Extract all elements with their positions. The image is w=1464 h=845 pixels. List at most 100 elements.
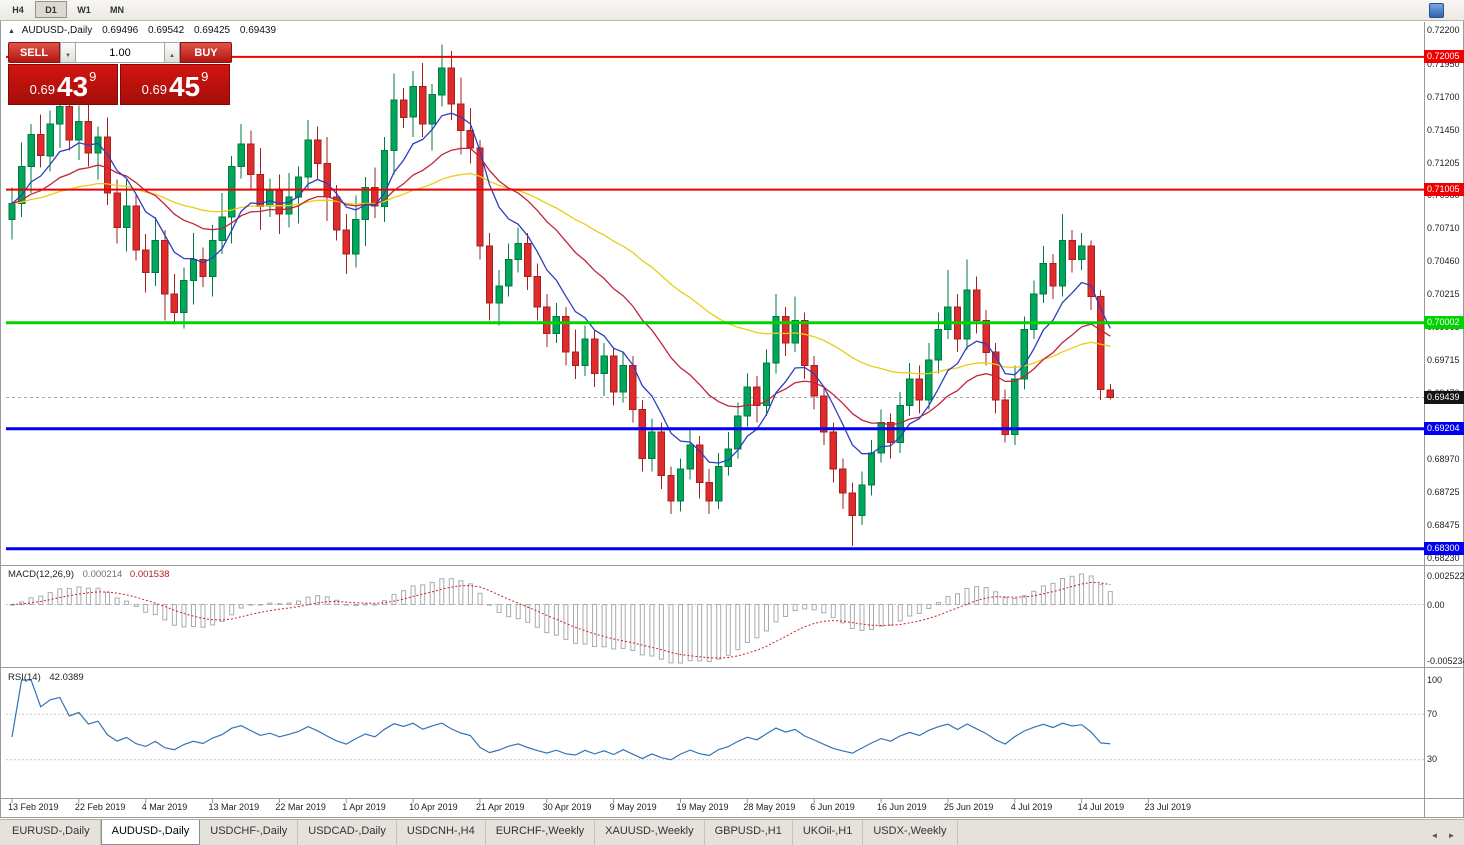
chart-tab[interactable]: USDX-,Weekly (863, 820, 958, 845)
date-label: 16 Jun 2019 (877, 802, 927, 812)
candlestick-series (8, 44, 1114, 547)
price-tick-label: 0.70460 (1427, 256, 1460, 267)
date-label: 4 Jul 2019 (1010, 802, 1053, 812)
tab-scroll-right-button[interactable] (1444, 825, 1459, 842)
chart-header: AUDUSD-,Daily 0.69496 0.69542 0.69425 0.… (8, 25, 276, 36)
toolbar: H4 D1 W1 MN (0, 0, 1464, 21)
collapse-panel-icon[interactable] (8, 25, 15, 36)
date-label: 10 Apr 2019 (409, 802, 458, 812)
rsi-label-row: RSI(14) 42.0389 (8, 672, 84, 683)
chart-tab[interactable]: EURUSD-,Daily (2, 820, 101, 845)
price-tick-label: 0.71450 (1427, 125, 1460, 136)
sell-price-display[interactable]: 0.69 43 9 (8, 64, 118, 105)
timeframe-button-w1[interactable]: W1 (77, 5, 91, 15)
chart-tab[interactable]: GBPUSD-,H1 (705, 820, 793, 845)
volume-input[interactable] (76, 42, 164, 63)
chart-tab[interactable]: UKOil-,H1 (793, 820, 864, 845)
level-price-badge: 0.71005 (1424, 183, 1464, 197)
level-price-badge: 0.70002 (1424, 316, 1464, 330)
price-tick-label: 0.68725 (1427, 486, 1460, 497)
timeframe-button-h4[interactable]: H4 (12, 5, 24, 15)
buy-price-prefix: 0.69 (141, 82, 167, 97)
macd-signal-value: 0.001538 (129, 569, 170, 580)
toolbar-end-icon[interactable] (1429, 3, 1444, 18)
chart-tab[interactable]: XAUUSD-,Weekly (595, 820, 705, 845)
sell-price-pip: 9 (89, 69, 97, 84)
date-axis: 13 Feb 2019 22 Feb 2019 4 Mar 2019 13 Mar 2… (0, 801, 1424, 816)
chevron-down-icon (65, 45, 71, 60)
rsi-scale-label: 100 (1427, 674, 1443, 685)
date-label: 22 Feb 2019 (74, 802, 126, 812)
chart-symbol-period: AUDUSD-,Daily (21, 25, 93, 36)
macd-scale-zero: 0.00 (1427, 599, 1445, 610)
chart-tab[interactable]: USDCNH-,H4 (397, 820, 486, 845)
date-label: 21 Apr 2019 (475, 802, 525, 812)
current-price-badge: 0.69439 (1424, 391, 1464, 405)
one-click-prices: 0.69 43 9 0.69 45 9 (8, 64, 234, 105)
date-label: 9 May 2019 (609, 802, 657, 812)
price-tick-label: 0.68230 (1427, 552, 1460, 563)
date-label: 23 Jul 2019 (1144, 802, 1191, 812)
one-click-controls: SELL BUY (8, 42, 234, 63)
rsi-scale-label: 30 (1427, 754, 1438, 765)
date-label: 19 May 2019 (676, 802, 729, 812)
macd-name: MACD(12,26,9) (8, 569, 74, 580)
rsi-scale-label: 70 (1427, 708, 1438, 719)
date-label: 30 Apr 2019 (542, 802, 592, 812)
price-tick-label: 0.71700 (1427, 91, 1460, 102)
level-price-badge: 0.69204 (1424, 422, 1464, 436)
date-label: 13 Feb 2019 (8, 802, 59, 812)
sell-price-prefix: 0.69 (29, 82, 55, 97)
price-tick-label: 0.70215 (1427, 289, 1460, 299)
ohlc-close: 0.69439 (239, 25, 277, 36)
chart-tab-bar: EURUSD-,Daily AUDUSD-,Daily USDCHF-,Daily U… (0, 819, 1464, 845)
date-label: 1 Apr 2019 (342, 802, 386, 812)
chart-tab[interactable]: EURCHF-,Weekly (486, 820, 596, 845)
price-tick-label: 0.71950 (1427, 58, 1460, 69)
macd-main-value: 0.000214 (82, 569, 123, 580)
sell-button[interactable]: SELL (8, 42, 60, 63)
buy-price-display[interactable]: 0.69 45 9 (120, 64, 230, 105)
date-label: 22 Mar 2019 (275, 802, 326, 812)
rsi-axis: 100 70 30 (1427, 0, 1463, 845)
date-label: 4 Mar 2019 (141, 802, 188, 812)
macd-scale-min: -0.005234 (1427, 656, 1464, 666)
buy-button[interactable]: BUY (180, 42, 232, 63)
chart-tab[interactable]: USDCHF-,Daily (200, 820, 299, 845)
timeframe-button-mn[interactable]: MN (110, 5, 124, 15)
date-label: 13 Mar 2019 (208, 802, 260, 812)
buy-price-main: 45 (168, 71, 201, 102)
macd-panel (6, 573, 1424, 664)
timeframe-toolbar: H4 D1 W1 MN (2, 1, 134, 18)
level-price-badge: 0.68300 (1424, 542, 1464, 556)
chevron-up-icon (169, 45, 175, 60)
rsi-value: 42.0389 (49, 672, 84, 683)
level-price-badge: 0.72005 (1424, 50, 1464, 64)
tab-strip: EURUSD-,Daily AUDUSD-,Daily USDCHF-,Daily U… (2, 820, 958, 845)
ohlc-high: 0.69542 (148, 25, 185, 36)
price-tick-label: 0.68970 (1427, 454, 1460, 465)
timeframe-button-d1[interactable]: D1 (35, 1, 67, 18)
chart-tab[interactable]: AUDUSD-,Daily (100, 820, 201, 845)
macd-label-row: MACD(12,26,9) 0.000214 0.001538 (8, 569, 170, 580)
tab-scroll-left-button[interactable] (1427, 825, 1442, 842)
rsi-name: RSI(14) (8, 672, 41, 683)
panel-separators (0, 21, 1464, 818)
moving-average-lines (11, 112, 1111, 464)
price-tick-label: 0.69715 (1427, 355, 1460, 366)
chevron-right-icon (1448, 825, 1456, 842)
chart-tab[interactable]: USDCAD-,Daily (298, 820, 397, 845)
date-label: 14 Jul 2019 (1077, 802, 1125, 812)
price-tick-label: 0.70710 (1427, 223, 1460, 234)
date-label: 6 Jun 2019 (810, 802, 855, 812)
volume-decrease-button[interactable] (60, 42, 76, 63)
ohlc-open: 0.69496 (102, 25, 139, 36)
price-tick-label: 0.71205 (1427, 157, 1460, 168)
ohlc-low: 0.69425 (193, 25, 231, 36)
chevron-left-icon (1431, 825, 1439, 842)
date-label: 25 Jun 2019 (943, 802, 994, 812)
buy-price-pip: 9 (201, 69, 209, 84)
volume-increase-button[interactable] (164, 42, 180, 63)
